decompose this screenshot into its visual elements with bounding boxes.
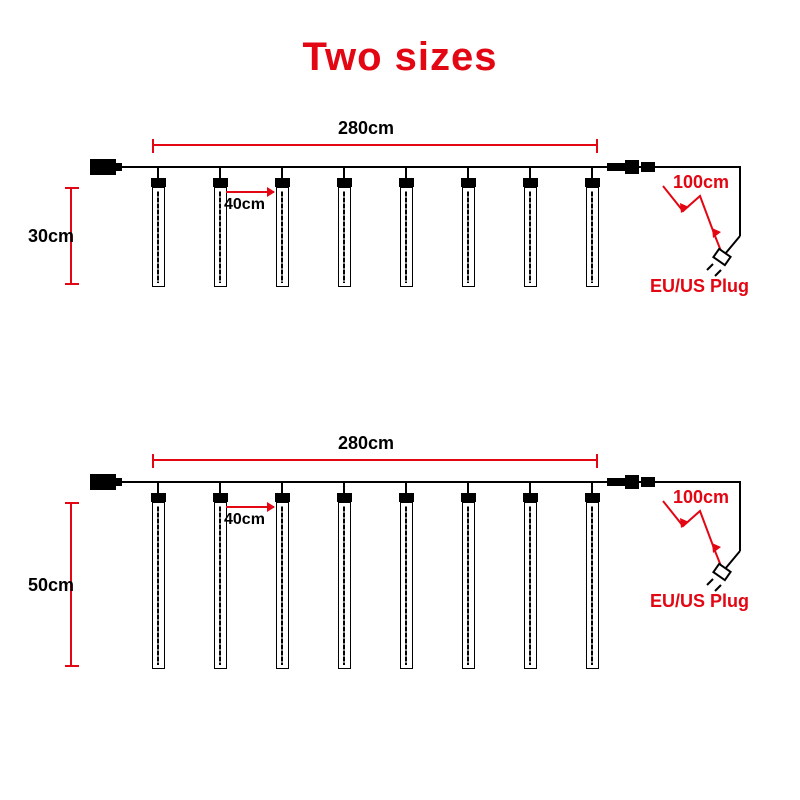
- connector-left: [90, 159, 116, 175]
- tube-hanger: [405, 482, 407, 493]
- tube-hanger: [529, 167, 531, 178]
- connector-left: [90, 474, 116, 490]
- tube-hanger: [157, 482, 159, 493]
- tube-hanger: [343, 482, 345, 493]
- plug-label: EU/US Plug: [650, 276, 749, 297]
- width-dimension: [152, 144, 598, 146]
- tube-cap: [399, 493, 414, 502]
- main-cable: [90, 166, 655, 168]
- connector-right: [607, 475, 655, 489]
- spacing-label: 40cm: [224, 196, 265, 214]
- spacing-label: 40cm: [224, 511, 265, 529]
- width-dimension: [152, 459, 598, 461]
- lead-wire: [655, 481, 775, 681]
- tube-cap: [151, 493, 166, 502]
- tube-hanger: [405, 167, 407, 178]
- tube-cap: [275, 493, 290, 502]
- lead-wire: [655, 166, 775, 366]
- lead-length-label: 100cm: [673, 487, 729, 508]
- tube-cap: [151, 178, 166, 187]
- led-tube: [152, 187, 165, 287]
- led-tube: [524, 502, 537, 669]
- tube-cap: [337, 178, 352, 187]
- tube-cap: [461, 493, 476, 502]
- led-tube: [276, 187, 289, 287]
- tube-cap: [213, 493, 228, 502]
- page-title: Two sizes: [0, 0, 800, 80]
- spacing-arrow: [226, 191, 274, 193]
- connector-right: [607, 160, 655, 174]
- tube-cap: [275, 178, 290, 187]
- led-tube: [586, 187, 599, 287]
- tube-hanger: [343, 167, 345, 178]
- tube-cap: [213, 178, 228, 187]
- width-label: 280cm: [338, 118, 394, 139]
- tube-hanger: [467, 167, 469, 178]
- spacing-arrow: [226, 506, 274, 508]
- tube-cap: [585, 178, 600, 187]
- tube-cap: [461, 178, 476, 187]
- tube-hanger: [467, 482, 469, 493]
- height-label: 30cm: [28, 226, 74, 247]
- led-tube: [586, 502, 599, 669]
- height-label: 50cm: [28, 575, 74, 596]
- tube-cap: [523, 178, 538, 187]
- tube-cap: [585, 493, 600, 502]
- tube-hanger: [591, 482, 593, 493]
- led-tube: [462, 502, 475, 669]
- led-tube: [400, 187, 413, 287]
- main-cable: [90, 481, 655, 483]
- tube-hanger: [591, 167, 593, 178]
- led-tube: [152, 502, 165, 669]
- tube-cap: [523, 493, 538, 502]
- led-tube: [400, 502, 413, 669]
- tube-hanger: [281, 482, 283, 493]
- led-tube: [524, 187, 537, 287]
- tube-cap: [399, 178, 414, 187]
- plug-label: EU/US Plug: [650, 591, 749, 612]
- tube-hanger: [529, 482, 531, 493]
- led-tube: [462, 187, 475, 287]
- led-tube: [338, 187, 351, 287]
- tube-cap: [337, 493, 352, 502]
- tube-hanger: [219, 167, 221, 178]
- tube-hanger: [157, 167, 159, 178]
- led-tube: [276, 502, 289, 669]
- tube-hanger: [281, 167, 283, 178]
- width-label: 280cm: [338, 433, 394, 454]
- tube-hanger: [219, 482, 221, 493]
- led-tube: [338, 502, 351, 669]
- lead-length-label: 100cm: [673, 172, 729, 193]
